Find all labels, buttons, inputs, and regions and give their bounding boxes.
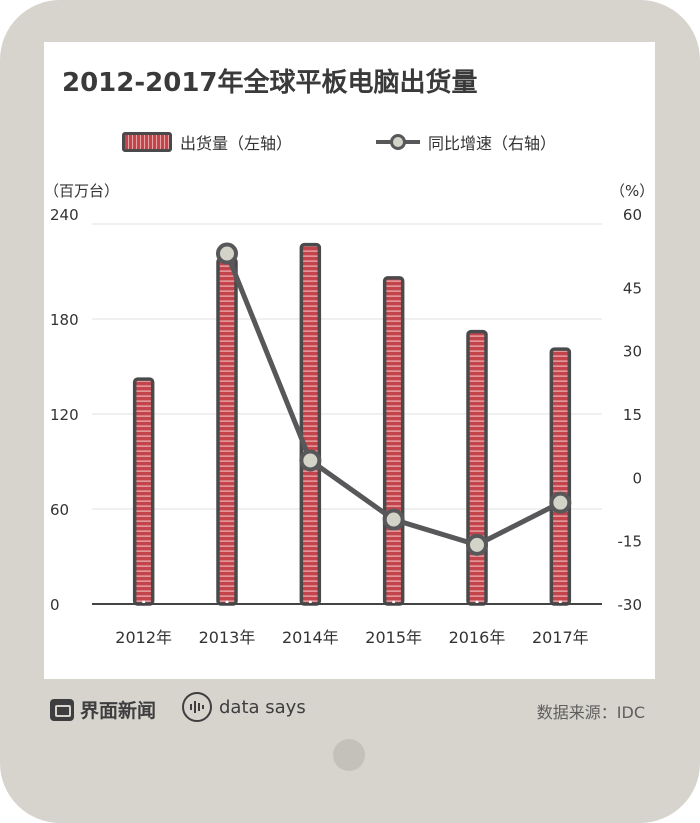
chart-plot: 0 60 120 180 240 -30 -15 0 15 30 45 60 2012年 2013年 201…: [50, 206, 643, 647]
right-axis-tick-label: 15: [623, 406, 642, 424]
data-source: 数据来源：IDC: [536, 703, 645, 722]
chart-title: 2012-2017年全球平板电脑出货量: [62, 68, 478, 98]
bar: [466, 329, 488, 606]
left-axis-tick-label: 240: [50, 206, 79, 224]
jiemian-logo-icon: [50, 698, 74, 721]
legend-line-label: 同比增速（右轴）: [428, 134, 557, 153]
legend-item-growth: 同比增速（右轴）: [376, 130, 556, 154]
growth-point: [216, 242, 238, 265]
left-axis-tick-label: 0: [50, 596, 60, 614]
x-axis-tick-label: 2012年: [115, 628, 172, 647]
legend-item-shipments: 出货量（左轴）: [122, 130, 292, 154]
growth-point: [299, 449, 322, 472]
x-axis-tick-label: 2015年: [365, 628, 422, 647]
bar: [549, 347, 572, 606]
left-axis-tick-label: 60: [50, 501, 69, 519]
bar-base-dot: [225, 600, 229, 604]
bar-base-dot: [392, 600, 396, 604]
bar-base-dot: [558, 600, 562, 604]
left-axis-unit: （百万台）: [44, 182, 120, 200]
bar: [382, 276, 405, 606]
right-axis-tick-label: 0: [632, 469, 642, 487]
right-axis-tick-label: -30: [618, 596, 643, 614]
right-axis-unit: （%）: [610, 182, 655, 200]
brand-data-says: data says: [182, 692, 306, 722]
data-says-logo-icon: [182, 692, 212, 722]
growth-point: [466, 533, 488, 556]
brand-jiemian-text: 界面新闻: [80, 700, 157, 722]
bar-base-dot: [142, 600, 146, 604]
brand-data-says-text: data says: [219, 696, 306, 718]
home-button: [333, 739, 365, 771]
legend-line-swatch: [376, 134, 420, 150]
x-axis-tick-label: 2014年: [282, 628, 339, 647]
footer-bar: 界面新闻 data says 数据来源：IDC: [44, 679, 655, 734]
legend-bar-swatch: [122, 132, 172, 152]
right-axis-tick-label: 45: [623, 279, 642, 297]
bar: [132, 377, 155, 606]
right-axis-tick-label: 30: [623, 343, 642, 361]
bar: [216, 257, 238, 606]
x-axis-tick-label: 2017年: [532, 628, 589, 647]
x-axis-tick-label: 2013年: [199, 628, 256, 647]
left-axis-tick-label: 120: [50, 406, 79, 424]
growth-point: [549, 491, 572, 514]
right-axis-tick-label: -15: [618, 533, 643, 551]
bar-base-dot: [308, 600, 312, 604]
left-axis-tick-label: 180: [50, 311, 79, 329]
legend: 出货量（左轴） 同比增速（右轴）: [44, 130, 655, 160]
legend-bar-label: 出货量（左轴）: [180, 134, 293, 153]
chart-screen: 2012-2017年全球平板电脑出货量 出货量（左轴） 同比增速（右轴） （百万…: [44, 42, 655, 734]
brand-jiemian: 界面新闻: [50, 696, 156, 723]
bar-base-dot: [475, 600, 479, 604]
bar: [299, 242, 322, 606]
right-axis-tick-label: 60: [623, 206, 642, 224]
x-axis-tick-label: 2016年: [449, 628, 506, 647]
growth-point: [382, 508, 405, 531]
